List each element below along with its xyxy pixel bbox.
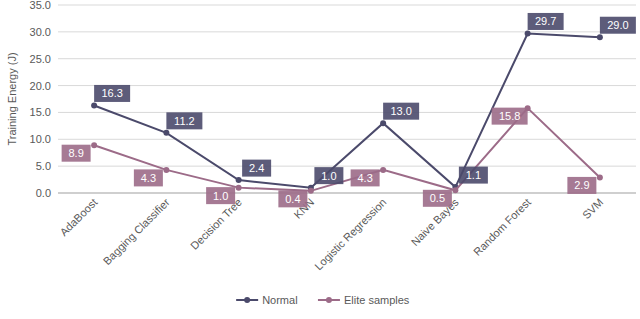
x-axis bbox=[58, 193, 636, 194]
legend-label: Normal bbox=[262, 294, 297, 306]
y-tick-label: 10.0 bbox=[30, 133, 51, 145]
data-label-box bbox=[206, 187, 235, 204]
grid-line bbox=[58, 139, 636, 140]
y-tick-label: 5.0 bbox=[36, 160, 51, 172]
grid-line bbox=[58, 166, 636, 167]
grid-line bbox=[58, 31, 636, 32]
data-label: 11.2 bbox=[174, 115, 195, 127]
data-point bbox=[380, 167, 386, 173]
data-label: 0.5 bbox=[430, 192, 445, 204]
data-point bbox=[163, 167, 169, 173]
legend-marker bbox=[326, 297, 332, 303]
legend: Normal Elite samples bbox=[236, 294, 410, 306]
data-label-box bbox=[423, 190, 452, 207]
data-label-box bbox=[351, 169, 380, 186]
grid-line bbox=[58, 193, 636, 194]
series-line bbox=[94, 108, 600, 191]
data-label-box bbox=[383, 103, 419, 120]
data-label-box bbox=[600, 17, 636, 34]
data-point bbox=[452, 187, 458, 193]
y-tick-label: 0.0 bbox=[36, 187, 51, 199]
data-point bbox=[525, 30, 531, 36]
y-tick-label: 20.0 bbox=[30, 80, 51, 92]
legend-label: Elite samples bbox=[344, 294, 410, 306]
legend-marker bbox=[244, 297, 250, 303]
chart: 0.0 5.0 10.0 15.0 20.0 25.0 30.0 35.0 Training E… bbox=[0, 0, 640, 319]
x-tick-label: AdaBoost bbox=[57, 196, 99, 238]
x-tick-label: Bagging Classifier bbox=[101, 196, 172, 267]
data-label-box bbox=[134, 169, 163, 186]
data-label-box bbox=[166, 112, 202, 129]
data-label: 4.3 bbox=[357, 172, 372, 184]
data-label-box bbox=[94, 85, 130, 102]
data-label: 1.1 bbox=[466, 169, 481, 181]
data-label: 1.0 bbox=[213, 190, 228, 202]
data-label: 8.9 bbox=[68, 147, 83, 159]
data-label: 29.0 bbox=[607, 19, 628, 31]
x-tick-label: Random Forest bbox=[471, 196, 533, 258]
data-point bbox=[597, 174, 603, 180]
x-tick-label: Decision Tree bbox=[188, 196, 244, 252]
y-tick-label: 30.0 bbox=[30, 26, 51, 38]
data-label-box bbox=[567, 177, 596, 194]
data-label: 16.3 bbox=[101, 87, 122, 99]
plot-area bbox=[91, 30, 603, 193]
data-label: 13.0 bbox=[390, 105, 411, 117]
data-point bbox=[236, 185, 242, 191]
data-point bbox=[91, 102, 97, 108]
data-label-box bbox=[492, 108, 528, 125]
data-label-box bbox=[242, 160, 271, 177]
data-label: 4.3 bbox=[141, 172, 156, 184]
data-point bbox=[380, 120, 386, 126]
y-tick-label: 35.0 bbox=[30, 0, 51, 11]
data-label: 15.8 bbox=[499, 110, 520, 122]
data-label: 2.9 bbox=[574, 179, 589, 191]
x-tick-label: SVM bbox=[580, 196, 605, 221]
y-tick-label: 15.0 bbox=[30, 106, 51, 118]
grid-line bbox=[58, 5, 636, 6]
data-label-box bbox=[314, 167, 343, 184]
series-line bbox=[94, 33, 600, 187]
grid-line bbox=[58, 112, 636, 113]
x-tick-label: Logistic Regression bbox=[312, 196, 388, 272]
data-label-box bbox=[62, 145, 91, 162]
data-point bbox=[308, 188, 314, 194]
data-label: 1.0 bbox=[321, 170, 336, 182]
data-point bbox=[163, 130, 169, 136]
data-point bbox=[91, 142, 97, 148]
y-axis-title: Training Energy (J) bbox=[6, 52, 18, 145]
data-point bbox=[236, 177, 242, 183]
data-label-box bbox=[278, 190, 307, 207]
grid-line bbox=[58, 85, 636, 86]
data-label: 2.4 bbox=[249, 162, 264, 174]
data-point bbox=[597, 34, 603, 40]
y-tick-label: 25.0 bbox=[30, 53, 51, 65]
data-label-box bbox=[459, 167, 488, 184]
data-labels: 16.3 11.2 2.4 1.0 13.0 1.1 29.7 29.0 8.9 4.3 1.0 0.… bbox=[62, 13, 636, 207]
data-label: 0.4 bbox=[285, 193, 300, 205]
data-label: 29.7 bbox=[535, 15, 556, 27]
data-label-box bbox=[528, 13, 564, 30]
grid-line bbox=[58, 58, 636, 59]
